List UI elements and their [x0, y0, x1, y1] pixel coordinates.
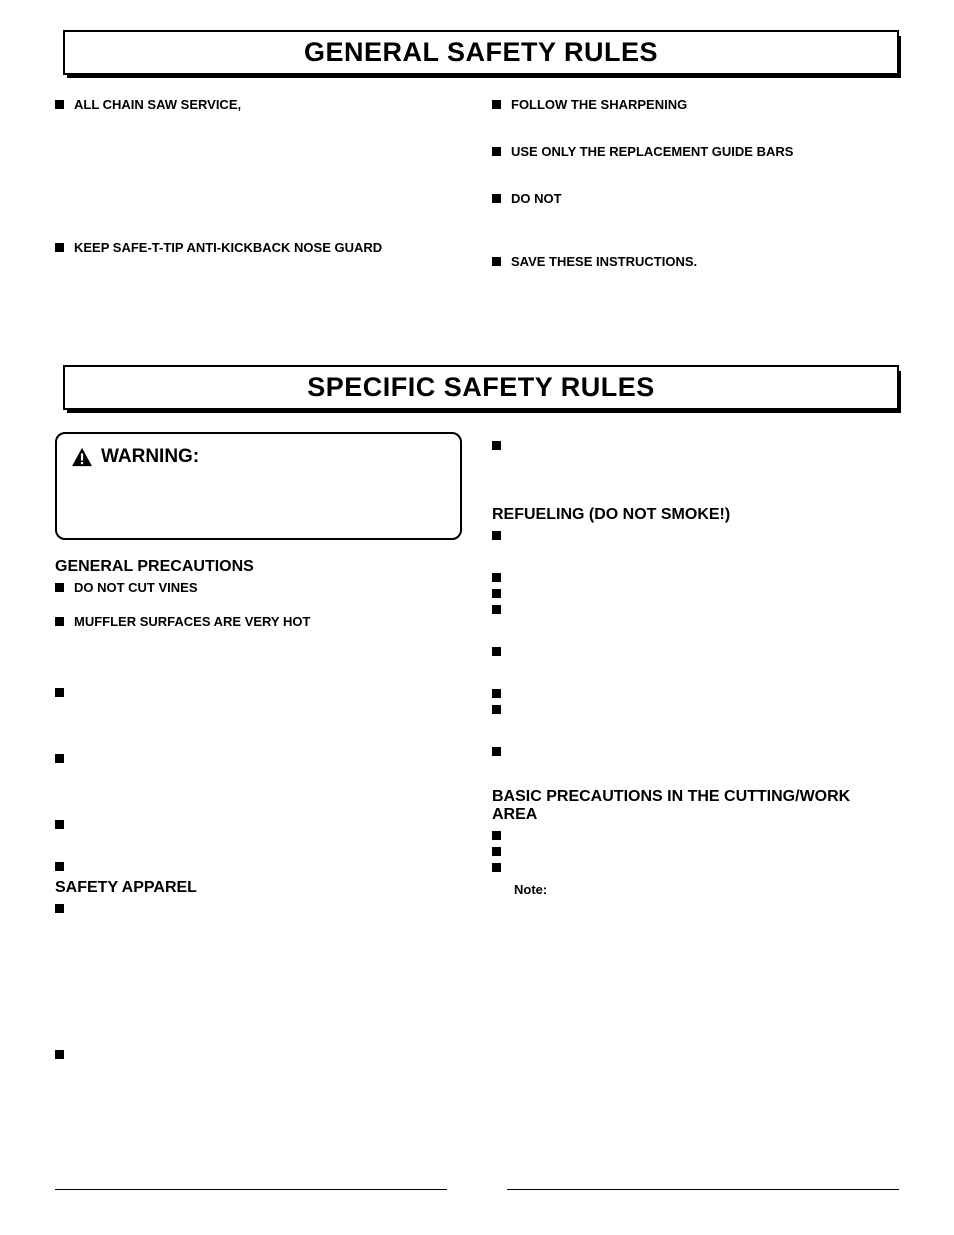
bullet-label: MUFFLER SURFACES ARE VERY HOT [74, 614, 310, 631]
square-bullet-icon [492, 847, 501, 856]
square-bullet-icon [492, 689, 501, 698]
square-bullet-icon [492, 647, 501, 656]
square-bullet-icon [492, 147, 501, 156]
square-bullet-icon [492, 605, 501, 614]
section2-left-col: WARNING: GENERAL PRECAUTIONS DO NOT CUT … [55, 432, 462, 1064]
section2-right-col: REFUELING (DO NOT SMOKE!) [492, 432, 899, 1064]
list-item: USE ONLY THE REPLACEMENT GUIDE BARS [492, 144, 899, 161]
list-item [492, 844, 899, 856]
square-bullet-icon [492, 257, 501, 266]
list-item [492, 570, 899, 582]
square-bullet-icon [492, 531, 501, 540]
footer-rule-left [55, 1189, 447, 1190]
warning-header: WARNING: [71, 446, 446, 468]
bullet-label: USE ONLY THE REPLACEMENT GUIDE BARS [511, 144, 793, 161]
square-bullet-icon [492, 589, 501, 598]
list-item [492, 828, 899, 840]
list-item [55, 751, 462, 763]
list-item: FOLLOW THE SHARPENING [492, 97, 899, 114]
square-bullet-icon [492, 194, 501, 203]
square-bullet-icon [55, 617, 64, 626]
list-item [492, 860, 899, 872]
list-item [492, 586, 899, 598]
square-bullet-icon [55, 243, 64, 252]
section1-left-col: ALL CHAIN SAW SERVICE, KEEP SAFE-T-TIP A… [55, 97, 462, 275]
section1-columns: ALL CHAIN SAW SERVICE, KEEP SAFE-T-TIP A… [55, 97, 899, 275]
list-item [55, 685, 462, 697]
list-item [492, 686, 899, 698]
section-title: SPECIFIC SAFETY RULES [63, 365, 899, 410]
square-bullet-icon [55, 1050, 64, 1059]
list-item [55, 817, 462, 829]
sub-heading-safety-apparel: SAFETY APPAREL [55, 879, 462, 897]
list-item: ALL CHAIN SAW SERVICE, [55, 97, 462, 114]
list-item: DO NOT CUT VINES [55, 580, 462, 597]
footer-rule-right [507, 1189, 899, 1190]
list-item: DO NOT [492, 191, 899, 208]
bullet-label: DO NOT [511, 191, 562, 208]
bullet-label: DO NOT CUT VINES [74, 580, 198, 597]
section1-right-col: FOLLOW THE SHARPENING USE ONLY THE REPLA… [492, 97, 899, 275]
list-item [55, 1047, 462, 1059]
bullet-label: FOLLOW THE SHARPENING [511, 97, 687, 114]
square-bullet-icon [492, 441, 501, 450]
list-item [492, 528, 899, 540]
square-bullet-icon [55, 688, 64, 697]
bullet-label: ALL CHAIN SAW SERVICE, [74, 97, 241, 114]
section-title: GENERAL SAFETY RULES [63, 30, 899, 75]
section-header-specific: SPECIFIC SAFETY RULES [55, 365, 899, 410]
square-bullet-icon [55, 100, 64, 109]
square-bullet-icon [492, 863, 501, 872]
note-label: Note: [514, 882, 899, 897]
section2-columns: WARNING: GENERAL PRECAUTIONS DO NOT CUT … [55, 432, 899, 1064]
square-bullet-icon [492, 831, 501, 840]
square-bullet-icon [55, 583, 64, 592]
square-bullet-icon [55, 862, 64, 871]
sub-heading-general-precautions: GENERAL PRECAUTIONS [55, 558, 462, 576]
list-item [492, 602, 899, 614]
warning-box: WARNING: [55, 432, 462, 540]
list-item: MUFFLER SURFACES ARE VERY HOT [55, 614, 462, 631]
list-item [55, 859, 462, 871]
square-bullet-icon [492, 100, 501, 109]
bullet-label: KEEP SAFE-T-TIP ANTI-KICKBACK NOSE GUARD [74, 240, 382, 257]
square-bullet-icon [492, 573, 501, 582]
list-item: KEEP SAFE-T-TIP ANTI-KICKBACK NOSE GUARD [55, 240, 462, 257]
list-item [492, 744, 899, 756]
square-bullet-icon [492, 705, 501, 714]
warning-triangle-icon [71, 447, 93, 467]
square-bullet-icon [55, 754, 64, 763]
footer-rules [55, 1189, 899, 1190]
square-bullet-icon [55, 904, 64, 913]
list-item: SAVE THESE INSTRUCTIONS. [492, 254, 899, 271]
list-item [492, 702, 899, 714]
list-item [492, 644, 899, 656]
sub-heading-basic-precautions: BASIC PRECAUTIONS IN THE CUTTING/WORK AR… [492, 788, 899, 824]
warning-label: WARNING: [101, 446, 199, 468]
bullet-label: SAVE THESE INSTRUCTIONS. [511, 254, 697, 271]
list-item [55, 901, 462, 913]
list-item [492, 438, 899, 450]
square-bullet-icon [55, 820, 64, 829]
square-bullet-icon [492, 747, 501, 756]
section-header-general: GENERAL SAFETY RULES [55, 30, 899, 75]
sub-heading-refueling: REFUELING (DO NOT SMOKE!) [492, 506, 899, 524]
